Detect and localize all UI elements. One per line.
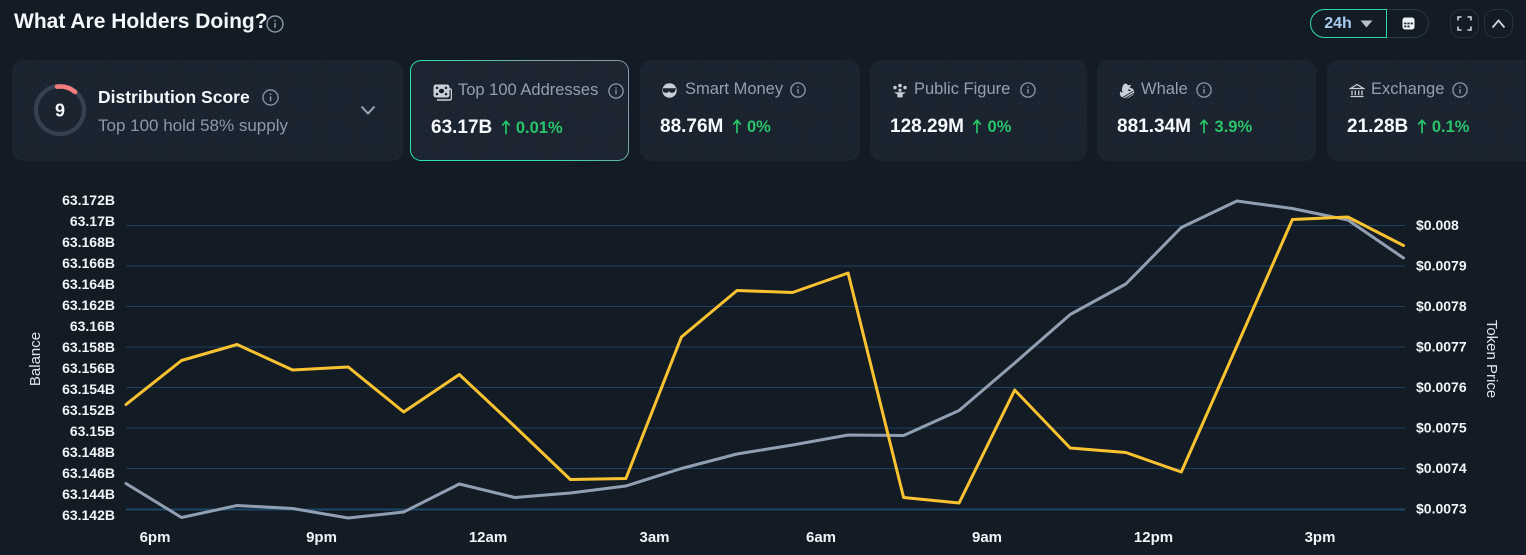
svg-text:$0.0076: $0.0076 (1416, 379, 1467, 395)
svg-text:63.168B: 63.168B (62, 234, 115, 250)
svg-text:63.148B: 63.148B (62, 444, 115, 460)
svg-text:63.154B: 63.154B (62, 381, 115, 397)
svg-text:3pm: 3pm (1305, 529, 1336, 546)
svg-text:$0.0074: $0.0074 (1416, 460, 1467, 476)
svg-text:63.156B: 63.156B (62, 360, 115, 376)
svg-text:3am: 3am (639, 529, 669, 546)
svg-text:6am: 6am (806, 529, 836, 546)
svg-text:63.164B: 63.164B (62, 276, 115, 292)
svg-text:$0.0077: $0.0077 (1416, 339, 1467, 355)
svg-text:63.172B: 63.172B (62, 192, 115, 208)
svg-text:63.144B: 63.144B (62, 486, 115, 502)
svg-text:$0.008: $0.008 (1416, 217, 1459, 233)
svg-text:12am: 12am (469, 529, 507, 546)
svg-text:63.152B: 63.152B (62, 402, 115, 418)
svg-text:63.142B: 63.142B (62, 507, 115, 523)
svg-text:63.16B: 63.16B (70, 318, 115, 334)
svg-text:63.15B: 63.15B (70, 423, 115, 439)
svg-text:$0.0078: $0.0078 (1416, 298, 1467, 314)
svg-text:$0.0075: $0.0075 (1416, 420, 1467, 436)
svg-text:$0.0079: $0.0079 (1416, 258, 1467, 274)
svg-text:Token Price: Token Price (1483, 320, 1500, 398)
svg-text:9am: 9am (972, 529, 1002, 546)
svg-text:63.162B: 63.162B (62, 297, 115, 313)
svg-text:63.166B: 63.166B (62, 255, 115, 271)
svg-text:63.17B: 63.17B (70, 213, 115, 229)
svg-text:63.158B: 63.158B (62, 339, 115, 355)
svg-text:9: 9 (55, 101, 65, 121)
svg-text:9pm: 9pm (306, 529, 337, 546)
svg-text:12pm: 12pm (1134, 529, 1173, 546)
svg-text:$0.0073: $0.0073 (1416, 501, 1467, 517)
svg-text:6pm: 6pm (140, 529, 171, 546)
svg-text:Balance: Balance (27, 332, 44, 386)
svg-text:63.146B: 63.146B (62, 465, 115, 481)
